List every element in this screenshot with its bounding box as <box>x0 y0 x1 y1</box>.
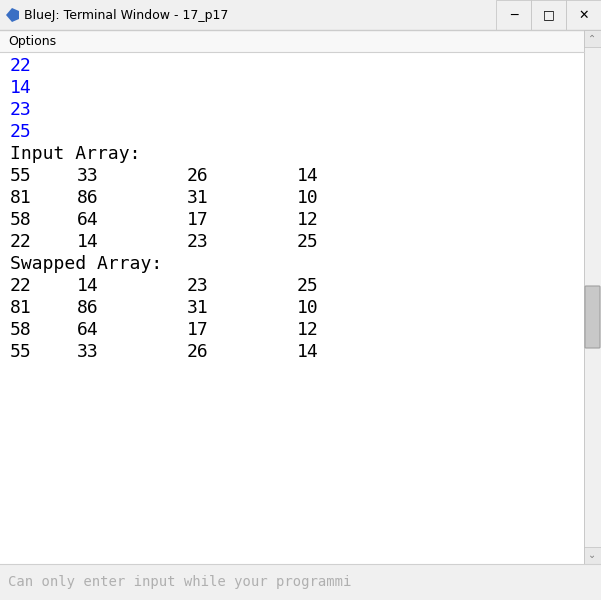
Bar <box>496 0 531 30</box>
Bar <box>0 564 601 600</box>
Text: 26: 26 <box>187 167 209 185</box>
Text: 17: 17 <box>187 211 209 229</box>
Text: 14: 14 <box>297 167 319 185</box>
Bar <box>584 547 601 564</box>
Text: 14: 14 <box>10 79 32 97</box>
Bar <box>0 30 584 52</box>
Text: 55: 55 <box>10 167 32 185</box>
Text: ✕: ✕ <box>578 8 589 22</box>
Text: 12: 12 <box>297 211 319 229</box>
Text: 10: 10 <box>297 299 319 317</box>
Bar <box>0 52 584 564</box>
Text: 10: 10 <box>297 189 319 207</box>
Text: 17: 17 <box>187 321 209 339</box>
Text: 25: 25 <box>297 233 319 251</box>
Text: 58: 58 <box>10 211 32 229</box>
Text: 81: 81 <box>10 189 32 207</box>
Text: 14: 14 <box>297 343 319 361</box>
Text: 22: 22 <box>10 277 32 295</box>
Text: Options: Options <box>8 34 56 47</box>
Text: 26: 26 <box>187 343 209 361</box>
Text: 23: 23 <box>10 101 32 119</box>
Text: 25: 25 <box>297 277 319 295</box>
Text: 81: 81 <box>10 299 32 317</box>
Text: Swapped Array:: Swapped Array: <box>10 255 162 273</box>
Polygon shape <box>6 8 19 22</box>
Bar <box>584 30 601 47</box>
Bar <box>566 0 601 30</box>
Text: 58: 58 <box>10 321 32 339</box>
Text: 55: 55 <box>10 343 32 361</box>
Text: 31: 31 <box>187 299 209 317</box>
Text: 12: 12 <box>297 321 319 339</box>
Bar <box>531 0 566 30</box>
Text: 25: 25 <box>10 123 32 141</box>
Text: 22: 22 <box>10 57 32 75</box>
Text: ⌄: ⌄ <box>588 551 597 560</box>
Text: 33: 33 <box>77 343 99 361</box>
Text: 14: 14 <box>77 277 99 295</box>
Text: 31: 31 <box>187 189 209 207</box>
Text: Input Array:: Input Array: <box>10 145 141 163</box>
Text: □: □ <box>543 8 554 22</box>
Text: BlueJ: Terminal Window - 17_p17: BlueJ: Terminal Window - 17_p17 <box>24 8 228 22</box>
Text: 22: 22 <box>10 233 32 251</box>
Text: Can only enter input while your programmi: Can only enter input while your programm… <box>8 575 352 589</box>
Text: 33: 33 <box>77 167 99 185</box>
Text: 23: 23 <box>187 233 209 251</box>
FancyBboxPatch shape <box>585 286 600 348</box>
Text: 86: 86 <box>77 299 99 317</box>
Text: ⌃: ⌃ <box>588 34 597 43</box>
Text: ─: ─ <box>510 8 517 22</box>
Text: 86: 86 <box>77 189 99 207</box>
Text: 64: 64 <box>77 211 99 229</box>
Text: 23: 23 <box>187 277 209 295</box>
Text: 14: 14 <box>77 233 99 251</box>
Text: 64: 64 <box>77 321 99 339</box>
Bar <box>0 0 601 30</box>
Bar <box>584 30 601 564</box>
